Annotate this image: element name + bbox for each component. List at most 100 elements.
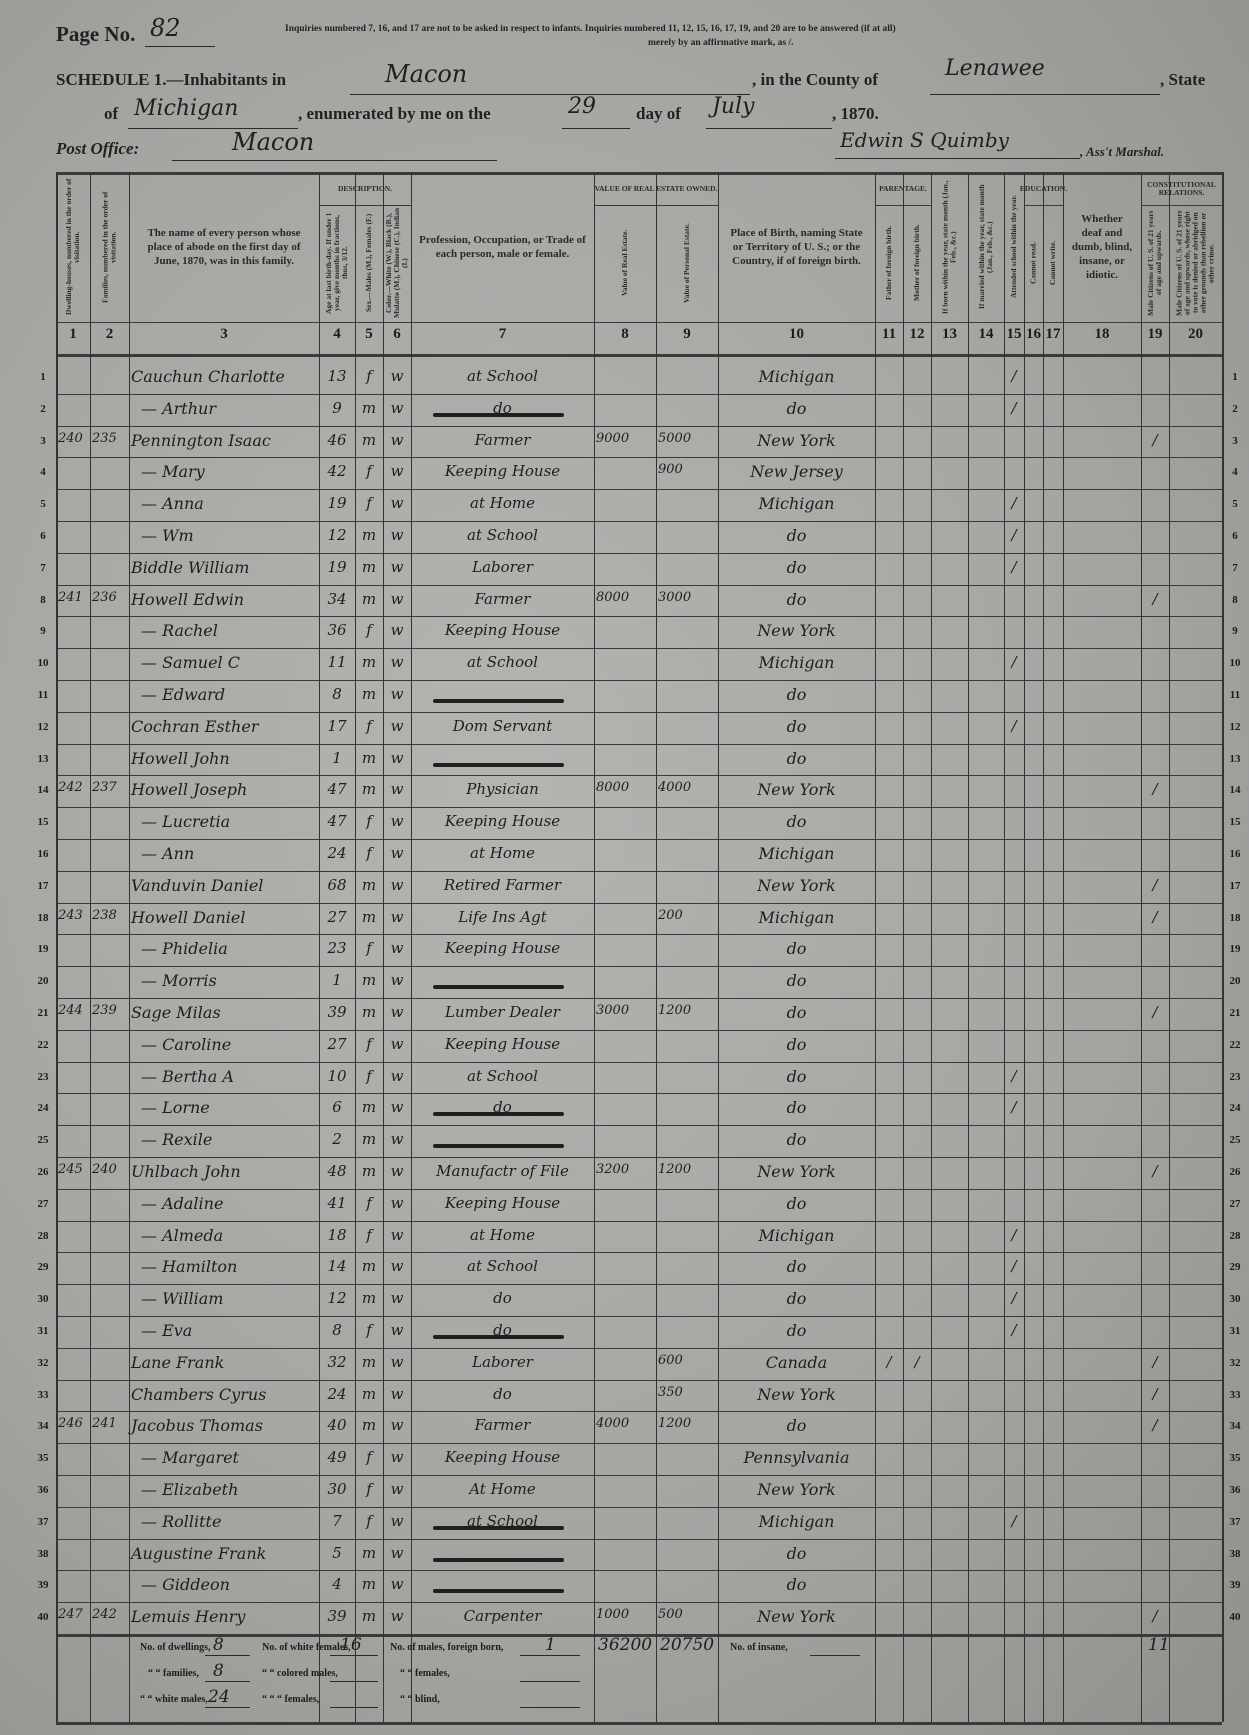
row-number-left: 29 (37, 1261, 49, 1274)
birthplace: Canada (765, 1352, 828, 1372)
person-name: Uhlbach John (131, 1162, 241, 1181)
totals-blank-line (330, 1707, 378, 1708)
row-rule (56, 521, 1222, 522)
post-office: Macon (232, 128, 315, 156)
column-rule (1141, 172, 1142, 1722)
school-mark: / (1011, 367, 1017, 385)
color: w (390, 780, 404, 799)
color: w (390, 1416, 404, 1435)
personal-estate-value: 600 (658, 1352, 683, 1368)
sex: f (366, 1480, 372, 1498)
row-number-right: 35 (1229, 1452, 1241, 1465)
color: w (390, 1352, 404, 1371)
row-number-left: 36 (37, 1484, 49, 1496)
row-rule (56, 902, 1222, 904)
row-number-right: 27 (1229, 1197, 1241, 1210)
color: w (390, 1034, 404, 1053)
age: 1 (332, 748, 342, 767)
row-number-right: 1 (1232, 371, 1238, 383)
row-rule (56, 1284, 1222, 1286)
sex: m (361, 653, 377, 672)
row-number-right: 3 (1232, 434, 1238, 447)
row-rule (56, 1506, 1222, 1508)
school-mark: / (1011, 1289, 1017, 1308)
row-number-left: 16 (37, 848, 49, 860)
row-number-left: 22 (37, 1038, 49, 1051)
real-estate-value: 3000 (596, 1003, 630, 1018)
color: w (390, 1480, 404, 1498)
color: w (390, 748, 404, 767)
person-name: — Margaret (141, 1448, 239, 1468)
birthplace: New York (757, 1607, 836, 1627)
column-header-18: Whether deaf and dumb, blind, insane, or… (1071, 213, 1133, 281)
county: Lenawee (945, 56, 1045, 81)
row-number-left: 21 (37, 1007, 49, 1019)
age: 49 (327, 1448, 347, 1467)
person-name: — Edward (141, 685, 226, 704)
occupation: Keeping House (444, 1193, 561, 1212)
column-rule (594, 172, 595, 1722)
totals-blank-line (520, 1707, 580, 1708)
enumeration-day: 29 (568, 94, 596, 119)
occupation: at School (467, 653, 538, 672)
county-label: , in the County of (752, 70, 879, 89)
table-rule (56, 1722, 1222, 1725)
totals-blank-line (330, 1681, 378, 1682)
row-number-left: 9 (40, 625, 46, 638)
color: w (390, 367, 404, 385)
personal-estate-value: 3000 (658, 589, 692, 605)
occupation: Keeping House (444, 939, 561, 958)
column-rule (1043, 172, 1044, 1722)
row-number-right: 36 (1229, 1484, 1241, 1496)
year-label: , 1870. (832, 104, 879, 123)
birthplace: do (786, 1003, 807, 1022)
column-number-17: 17 (1045, 326, 1061, 342)
real-estate-value: 3200 (596, 1162, 630, 1177)
father-foreign-mark: / (886, 1352, 892, 1371)
person-name: Pennington Isaac (131, 430, 271, 450)
color: w (390, 716, 404, 735)
occupation: Keeping House (444, 1448, 561, 1467)
citizen-mark: / (1152, 589, 1158, 608)
row-number-right: 31 (1229, 1325, 1241, 1337)
row-number-left: 7 (40, 561, 46, 574)
totals-blank-line (205, 1707, 250, 1708)
birthplace: Michigan (758, 844, 835, 863)
age: 7 (332, 1511, 342, 1530)
color: w (390, 1130, 404, 1149)
column-rule (1004, 172, 1005, 1722)
real-estate-total: 36200 (598, 1635, 653, 1655)
row-rule (56, 1570, 1222, 1572)
mother-foreign-mark: / (914, 1352, 920, 1371)
color: w (390, 494, 404, 513)
color: w (390, 939, 404, 958)
row-number-right: 10 (1229, 657, 1241, 670)
column-rule (1222, 172, 1224, 1722)
column-number-18: 18 (1094, 326, 1110, 342)
person-name: — Almeda (141, 1225, 224, 1245)
citizens-total: 11 (1148, 1635, 1170, 1655)
color: w (390, 653, 404, 672)
age: 27 (327, 1034, 347, 1053)
column-rule (903, 172, 904, 1722)
column-header-4: Age at last birth-day. If under 1 year, … (324, 212, 349, 314)
column-header-8: Value of Real Estate. (620, 229, 629, 297)
age: 12 (327, 1289, 347, 1308)
person-name: — Elizabeth (141, 1480, 239, 1499)
occupation-dash-line (433, 985, 564, 990)
sex: m (361, 685, 377, 703)
birthplace: do (786, 748, 807, 768)
enumerated-label: , enumerated by me on the (298, 104, 491, 123)
row-number-right: 14 (1229, 784, 1241, 797)
column-header-13: If born within the year, state month (Ja… (940, 180, 958, 314)
row-number-right: 21 (1229, 1007, 1241, 1019)
column-rule (1024, 172, 1025, 1722)
totals-blank-line (330, 1655, 378, 1656)
sex: m (361, 1607, 377, 1626)
age: 1 (332, 971, 342, 990)
sex: f (366, 494, 372, 513)
family-number: 242 (92, 1607, 117, 1623)
row-rule (56, 1061, 1222, 1063)
row-number-left: 26 (37, 1166, 49, 1178)
